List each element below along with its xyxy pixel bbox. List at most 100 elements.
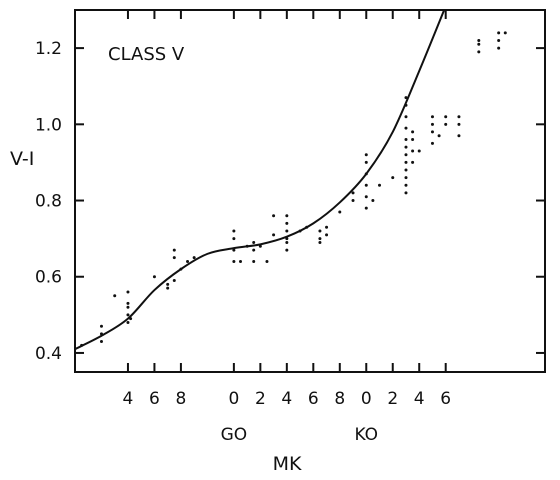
x-tick-label: 0 [228,389,239,409]
data-point [232,229,236,233]
data-point [411,138,415,142]
data-point [126,290,130,294]
data-point [338,210,342,214]
data-point [477,50,481,54]
data-point [126,305,130,309]
data-point [265,259,269,263]
plot-frame [74,9,546,373]
data-point [457,115,461,119]
data-point [404,145,408,149]
x-tick-label: 6 [308,389,319,409]
data-point [192,256,196,260]
data-point [417,149,421,153]
fit-curve [75,10,446,351]
chart-title: CLASS V [108,44,185,65]
data-point [318,240,322,244]
y-axis-label: V-I [10,148,34,170]
x-tick-label: 8 [176,389,187,409]
data-point [404,115,408,119]
y-tick-label: 0.8 [35,192,62,212]
data-point [252,259,256,263]
y-axis: 0.4 0.6 0.8 1.0 1.2 [35,39,545,364]
data-point [285,221,289,225]
data-point [437,134,441,138]
data-point [172,256,176,260]
data-point [152,275,156,279]
data-point [411,149,415,153]
data-point [497,31,501,35]
data-point [364,153,368,157]
data-point [364,195,368,199]
data-point [325,233,329,237]
data-point [364,183,368,187]
data-point [411,130,415,134]
data-point [404,126,408,130]
x-tick-label: 4 [281,389,292,409]
data-point [404,96,408,100]
data-point [252,248,256,252]
data-point [325,225,329,229]
data-point [404,191,408,195]
y-tick-label: 0.6 [35,268,62,288]
y-tick-label: 1.2 [35,39,62,59]
data-point [285,248,289,252]
data-point [364,206,368,210]
spectral-class-label: GO [221,425,248,445]
x-axis-label: MK [273,453,302,475]
data-point [497,46,501,50]
data-point [351,199,355,203]
data-point [113,294,117,298]
y-tick-label: 1.0 [35,115,62,135]
x-tick-label: 6 [149,389,160,409]
data-point [166,282,170,286]
data-point [232,259,236,263]
data-point [404,153,408,157]
data-point [430,141,434,145]
data-point [378,183,382,187]
data-point [457,122,461,126]
data-point [166,286,170,290]
data-point [272,233,276,237]
x-tick-label: 4 [414,389,425,409]
spectral-class-label: KO [354,425,378,445]
data-point [444,122,448,126]
data-point [318,237,322,241]
data-point [172,248,176,252]
data-point [285,214,289,218]
data-point [272,214,276,218]
x-tick-label: 4 [123,389,134,409]
data-point [351,191,355,195]
data-point [99,340,103,344]
data-point [404,160,408,164]
data-point [457,134,461,138]
data-point [126,301,130,305]
x-tick-label: 2 [387,389,398,409]
data-point [391,176,395,180]
data-point [404,168,408,172]
x-tick-label: 6 [440,389,451,409]
data-point [318,229,322,233]
spectral-class-labels: GO KO [221,425,378,445]
data-point [411,160,415,164]
data-point [444,115,448,119]
data-points [80,31,507,347]
data-point [430,115,434,119]
data-point [477,42,481,46]
data-point [252,240,256,244]
data-point [186,259,190,263]
data-point [126,320,130,324]
data-point [477,38,481,42]
data-point [238,259,242,263]
data-point [430,130,434,134]
data-point [364,160,368,164]
data-point [172,279,176,283]
data-point [232,248,236,252]
data-point [497,38,501,42]
x-tick-label: 2 [255,389,266,409]
x-tick-label: 8 [334,389,345,409]
data-point [404,183,408,187]
data-point [99,324,103,328]
data-point [503,31,507,35]
